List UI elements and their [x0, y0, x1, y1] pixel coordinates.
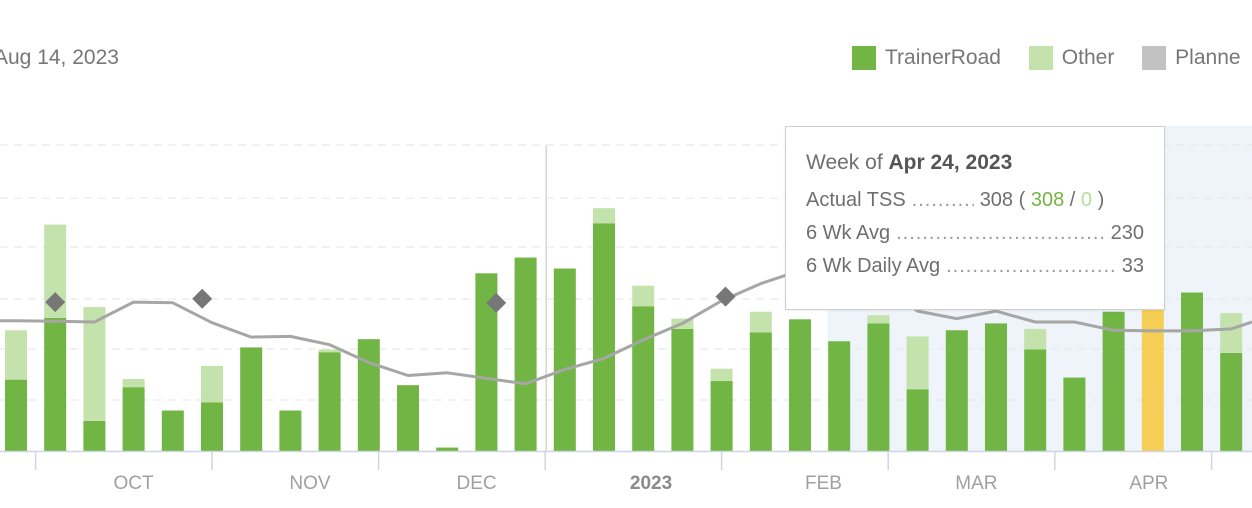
- bar-trainerroad[interactable]: [44, 317, 67, 451]
- actual-tss-value: 308 ( 308 / 0 ): [980, 189, 1105, 212]
- tooltip-row-actual-tss: Actual TSS 308 ( 308 / 0 ): [806, 189, 1144, 222]
- month-label: FEB: [805, 473, 842, 494]
- paren-open: (: [1018, 189, 1026, 211]
- bar-planned-highlight[interactable]: [1141, 293, 1164, 451]
- six-week-avg-line: [0, 269, 1252, 386]
- dot-leader: [912, 189, 974, 212]
- legend-swatch-trainerroad: [852, 46, 876, 70]
- bar-trainerroad[interactable]: [1024, 349, 1047, 451]
- bar-other[interactable]: [5, 330, 27, 380]
- bar-trainerroad[interactable]: [867, 323, 890, 451]
- legend-item-planned[interactable]: Planne: [1142, 46, 1241, 70]
- bar-trainerroad[interactable]: [1102, 311, 1125, 451]
- tooltip-week-prefix: Week of: [806, 151, 883, 174]
- six-week-avg-value: 230: [1110, 222, 1144, 244]
- month-label: NOV: [289, 473, 331, 494]
- bar-trainerroad[interactable]: [945, 330, 968, 451]
- bar-other[interactable]: [710, 368, 733, 382]
- planned-markers[interactable]: [45, 286, 736, 313]
- tooltip-title: Week of Apr 24, 2023: [806, 151, 1144, 175]
- bar-trainerroad[interactable]: [789, 319, 811, 451]
- separator: /: [1069, 189, 1076, 211]
- bar-trainerroad[interactable]: [593, 223, 615, 451]
- bar-other[interactable]: [1220, 313, 1243, 353]
- bar-trainerroad[interactable]: [1220, 352, 1243, 451]
- actual-tss-label: Actual TSS: [806, 189, 906, 211]
- bar-other[interactable]: [867, 315, 890, 324]
- tooltip-row-six-week-avg: 6 Wk Avg 230: [806, 222, 1144, 255]
- bar-other[interactable]: [593, 208, 615, 224]
- tooltip-row-six-week-daily-avg: 6 Wk Daily Avg 33: [806, 255, 1144, 288]
- planned-marker[interactable]: [192, 288, 213, 309]
- bar-trainerroad[interactable]: [201, 402, 223, 451]
- bar-trainerroad[interactable]: [553, 268, 576, 451]
- actual-tss-total: 308: [979, 189, 1014, 211]
- legend-label-other: Other: [1061, 46, 1115, 69]
- bar-trainerroad[interactable]: [357, 339, 380, 451]
- week-tooltip: Week of Apr 24, 2023 Actual TSS 308 ( 30…: [785, 126, 1165, 310]
- bar-trainerroad[interactable]: [318, 352, 341, 451]
- bar-trainerroad[interactable]: [240, 347, 263, 451]
- six-week-daily-avg-value: 33: [1121, 255, 1144, 277]
- bar-trainerroad[interactable]: [161, 410, 184, 451]
- bar-other[interactable]: [749, 311, 772, 333]
- six-week-daily-avg-label: 6 Wk Daily Avg: [806, 255, 941, 277]
- bar-other[interactable]: [632, 285, 655, 307]
- bar-other[interactable]: [83, 306, 106, 421]
- date-range-label: Aug 14, 2023: [0, 46, 119, 69]
- legend-item-trainerroad[interactable]: TrainerRoad: [852, 46, 1001, 70]
- bars[interactable]: [5, 208, 1243, 451]
- month-ticks: [34, 451, 1213, 470]
- bar-trainerroad[interactable]: [710, 381, 733, 451]
- bar-trainerroad[interactable]: [436, 447, 459, 451]
- bar-trainerroad[interactable]: [1181, 292, 1203, 451]
- bar-trainerroad[interactable]: [475, 273, 498, 451]
- bar-trainerroad[interactable]: [514, 257, 537, 451]
- planned-marker[interactable]: [45, 292, 66, 313]
- bar-trainerroad[interactable]: [828, 341, 851, 451]
- planned-marker[interactable]: [715, 286, 736, 307]
- bar-other[interactable]: [201, 365, 223, 403]
- tooltip-week-date: Apr 24, 2023: [888, 151, 1013, 174]
- month-label: MAR: [955, 473, 997, 494]
- legend-label-trainerroad: TrainerRoad: [885, 46, 1001, 69]
- month-labels: OCT NOV DEC 2023 FEB MAR APR: [114, 473, 1169, 494]
- legend-swatch-planned: [1142, 46, 1167, 70]
- legend-swatch-other: [1028, 46, 1053, 70]
- bar-trainerroad[interactable]: [122, 387, 145, 451]
- bar-other[interactable]: [122, 378, 145, 388]
- paren-close: ): [1097, 189, 1105, 211]
- bar-trainerroad[interactable]: [279, 410, 302, 451]
- dot-leader: [896, 222, 1105, 245]
- bar-trainerroad[interactable]: [83, 420, 106, 451]
- bar-trainerroad[interactable]: [985, 323, 1007, 451]
- month-label: 2023: [630, 473, 672, 494]
- bar-trainerroad[interactable]: [906, 389, 929, 451]
- bar-other[interactable]: [1024, 328, 1047, 350]
- legend-label-planned: Planne: [1175, 46, 1241, 69]
- six-week-avg-label: 6 Wk Avg: [806, 222, 891, 244]
- bar-trainerroad[interactable]: [1063, 377, 1086, 451]
- actual-tss-trainerroad: 308: [1030, 189, 1065, 211]
- bar-trainerroad[interactable]: [749, 332, 772, 451]
- legend: TrainerRoad Other Planne: [852, 46, 1252, 76]
- bar-trainerroad[interactable]: [632, 306, 655, 451]
- dot-leader: [946, 255, 1116, 278]
- bar-other[interactable]: [906, 336, 929, 390]
- month-label: APR: [1129, 473, 1168, 494]
- bar-other[interactable]: [44, 224, 67, 318]
- month-label: DEC: [457, 473, 497, 494]
- actual-tss-other: 0: [1080, 189, 1093, 211]
- legend-item-other[interactable]: Other: [1028, 46, 1115, 70]
- planned-marker[interactable]: [486, 292, 507, 313]
- bar-other[interactable]: [318, 349, 341, 353]
- bar-trainerroad[interactable]: [5, 379, 27, 451]
- bar-trainerroad[interactable]: [397, 385, 419, 451]
- bar-trainerroad[interactable]: [671, 328, 694, 451]
- month-label: OCT: [114, 473, 155, 494]
